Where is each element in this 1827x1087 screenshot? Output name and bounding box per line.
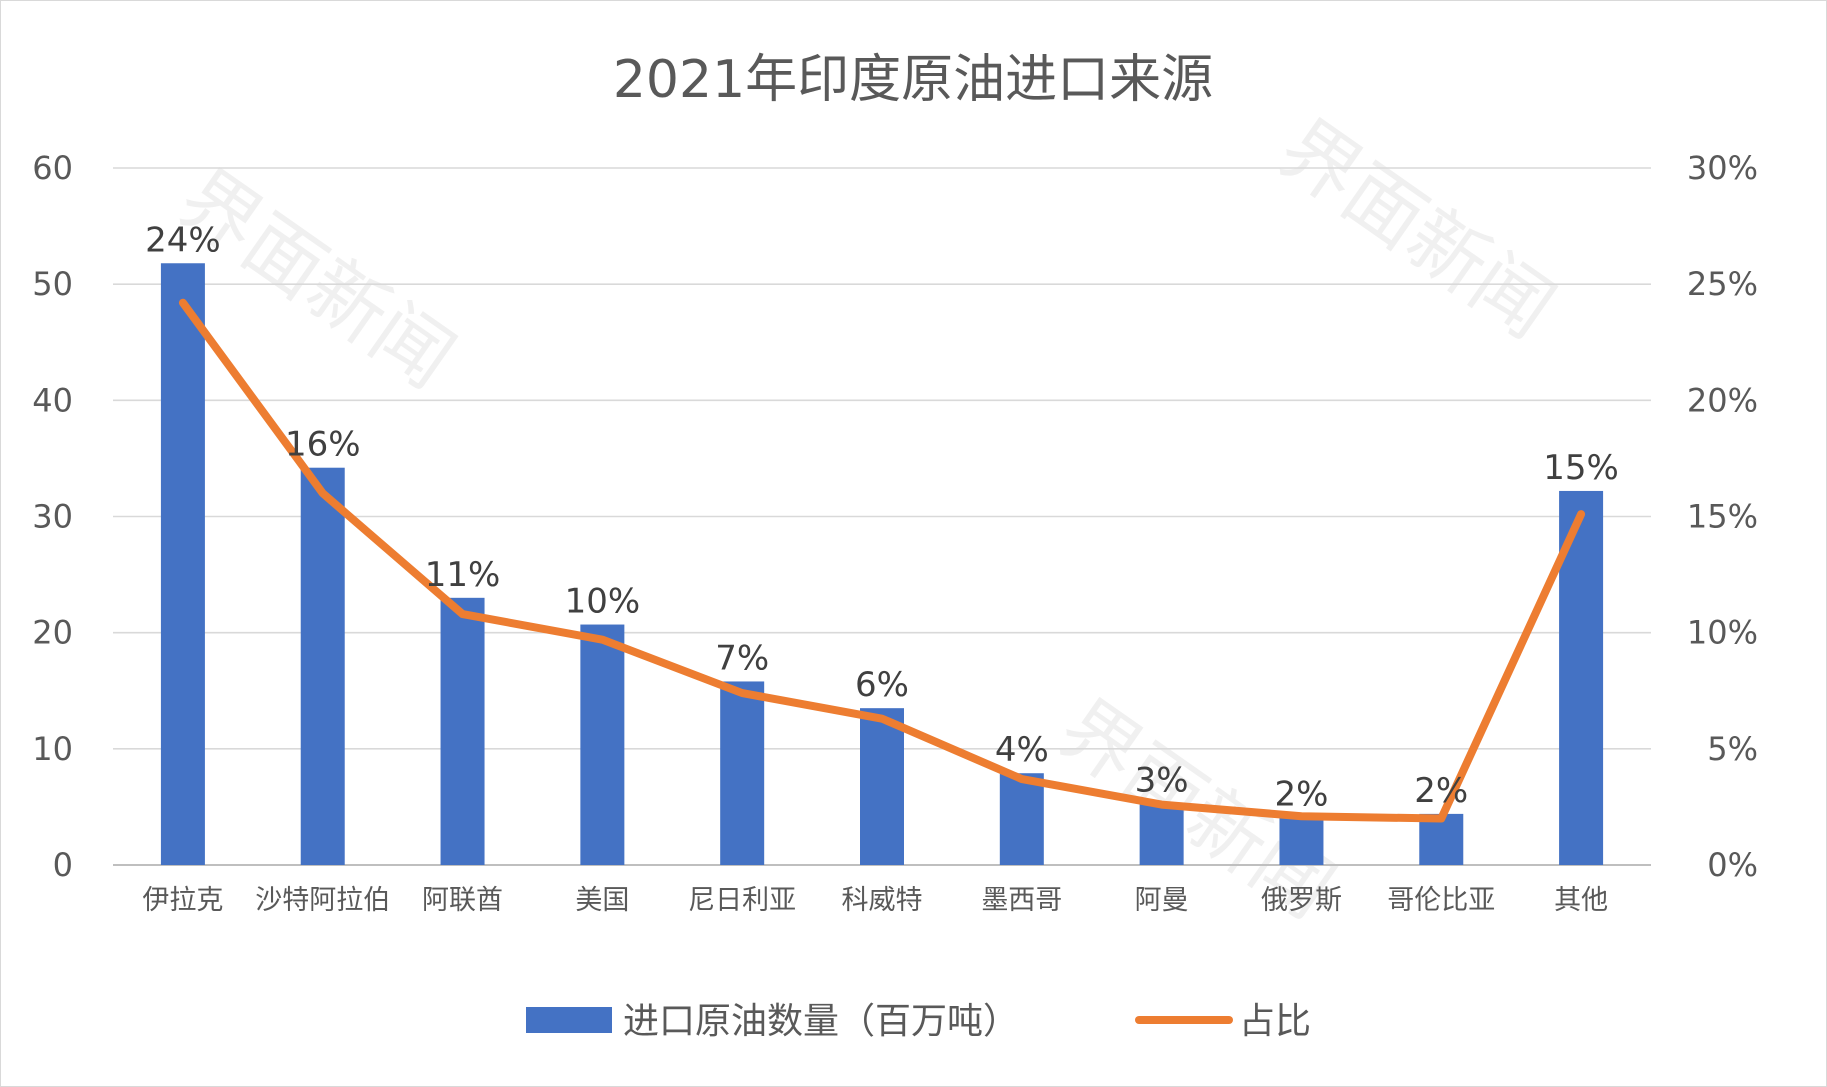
right-axis-tick: 0% — [1707, 846, 1758, 884]
category-label: 墨西哥 — [981, 885, 1062, 916]
category-label: 俄罗斯 — [1261, 885, 1342, 916]
left-axis-tick: 10 — [32, 730, 73, 768]
data-label: 7% — [715, 638, 769, 678]
bar[interactable] — [160, 263, 205, 865]
left-axis-tick: 30 — [32, 498, 73, 536]
right-axis: 0% 5% 10% 15% 20% 25% 30% — [1687, 149, 1758, 884]
category-label: 哥伦比亚 — [1387, 885, 1495, 916]
legend-bar-label[interactable]: 进口原油数量（百万吨） — [623, 1001, 1019, 1042]
bar[interactable] — [1139, 803, 1184, 865]
category-label: 其他 — [1554, 885, 1608, 916]
category-label: 阿曼 — [1135, 885, 1189, 916]
data-label: 15% — [1543, 448, 1619, 488]
data-label: 4% — [995, 730, 1049, 770]
legend-bar-swatch — [526, 1007, 612, 1033]
legend[interactable]: 进口原油数量（百万吨） 占比 — [526, 1001, 1311, 1042]
right-axis-tick: 10% — [1687, 614, 1758, 652]
right-axis-tick: 15% — [1687, 498, 1758, 536]
category-label: 伊拉克 — [142, 885, 223, 916]
category-label: 科威特 — [842, 885, 923, 916]
category-label: 沙特阿拉伯 — [255, 885, 390, 916]
data-label: 10% — [565, 582, 641, 622]
category-label: 阿联酋 — [422, 885, 503, 916]
bar[interactable] — [720, 681, 765, 865]
data-labels: 24% 16% 11% 10% 7% 6% 4% 3% 2% 2% 15% — [145, 220, 1619, 814]
right-axis-tick: 25% — [1687, 265, 1758, 303]
left-axis-tick: 50 — [32, 265, 73, 303]
left-axis-tick: 20 — [32, 614, 73, 652]
right-axis-tick: 20% — [1687, 381, 1758, 419]
bar[interactable] — [580, 624, 625, 865]
chart-title: 2021年印度原油进口来源 — [613, 50, 1213, 110]
line-series — [178, 298, 1586, 823]
left-axis-tick: 60 — [32, 149, 73, 187]
legend-line-label[interactable]: 占比 — [1239, 1001, 1311, 1042]
data-label: 6% — [855, 665, 909, 705]
data-label: 16% — [285, 425, 361, 465]
bar[interactable] — [860, 708, 904, 865]
bar[interactable] — [300, 467, 345, 865]
share-line[interactable] — [178, 298, 1586, 823]
gridlines — [113, 167, 1651, 866]
watermark-text: 界面新闻 — [1262, 103, 1569, 356]
right-axis-tick: 5% — [1707, 730, 1758, 768]
bar[interactable] — [440, 597, 485, 865]
data-label: 2% — [1414, 771, 1468, 811]
category-label: 美国 — [575, 885, 629, 916]
watermark-text: 界面新闻 — [162, 153, 469, 406]
data-label: 11% — [425, 555, 501, 595]
bar[interactable] — [999, 773, 1044, 865]
category-label: 尼日利亚 — [688, 885, 796, 916]
right-axis-tick: 30% — [1687, 149, 1758, 187]
data-label: 2% — [1274, 774, 1328, 814]
category-labels: 伊拉克 沙特阿拉伯 阿联酋 美国 尼日利亚 科威特 墨西哥 阿曼 俄罗斯 哥伦比亚 其他 — [142, 885, 1608, 916]
data-label: 24% — [145, 220, 221, 260]
data-label: 3% — [1135, 760, 1189, 800]
bar-series — [160, 263, 1604, 865]
left-axis-tick: 40 — [32, 381, 73, 419]
left-axis: 0 10 20 30 40 50 60 — [32, 149, 73, 884]
left-axis-tick: 0 — [53, 846, 73, 884]
bar[interactable] — [1279, 817, 1324, 865]
